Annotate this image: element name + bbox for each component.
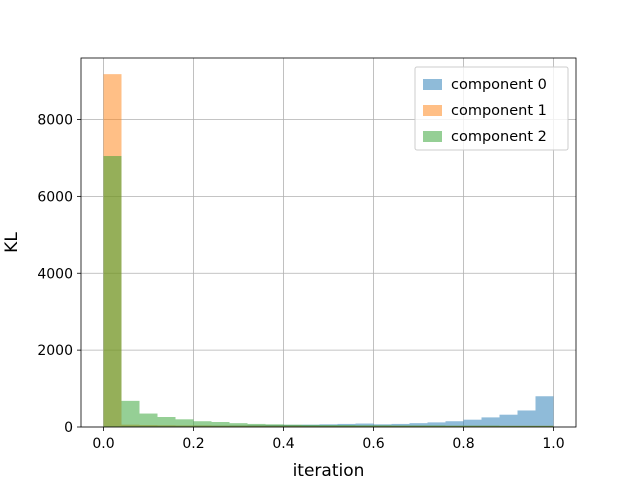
bar — [517, 425, 536, 427]
bar — [139, 413, 158, 427]
bar — [337, 425, 356, 427]
x-tick-label: 0.4 — [272, 436, 294, 452]
bar — [535, 396, 554, 427]
bar — [499, 425, 518, 427]
bars — [103, 74, 554, 428]
y-tick-label: 4000 — [37, 266, 73, 282]
x-tick-label: 0.2 — [182, 436, 204, 452]
bar — [409, 425, 428, 427]
bar — [319, 425, 338, 427]
bar — [391, 425, 410, 427]
bar — [175, 419, 194, 427]
series-2 — [103, 156, 554, 427]
bar — [211, 422, 230, 427]
bar — [481, 425, 500, 427]
legend-entry: component 1 — [451, 103, 547, 119]
bar — [373, 425, 392, 427]
bar — [481, 417, 500, 427]
bar — [517, 410, 536, 427]
bar — [463, 419, 482, 427]
bar — [193, 421, 212, 427]
y-tick-label: 0 — [64, 420, 73, 436]
y-tick-label: 2000 — [37, 343, 73, 359]
legend-swatch — [423, 105, 442, 116]
bar — [427, 422, 446, 427]
bar — [409, 423, 428, 427]
x-axis-ticks: 0.0 0.2 0.4 0.6 0.8 1.0 — [92, 427, 565, 452]
bar — [265, 424, 284, 427]
y-tick-label: 8000 — [37, 113, 73, 129]
x-tick-label: 0.0 — [92, 436, 114, 452]
x-tick-label: 1.0 — [542, 436, 564, 452]
bar — [283, 424, 302, 427]
legend-swatch — [423, 131, 442, 142]
bar — [427, 425, 446, 427]
bar — [445, 421, 464, 427]
bar — [121, 400, 140, 427]
legend-entry: component 2 — [451, 129, 547, 145]
bar — [445, 425, 464, 427]
legend-entry: component 0 — [451, 77, 547, 93]
legend-frame — [414, 66, 569, 151]
bar — [535, 425, 554, 427]
y-axis-label: KL — [2, 232, 22, 253]
bar — [355, 425, 374, 427]
plot-frame — [80, 57, 577, 428]
bar — [247, 423, 266, 427]
legend-swatch — [423, 79, 442, 90]
legend: component 0 component 1 component 2 — [414, 66, 569, 151]
bar — [463, 425, 482, 427]
y-axis-ticks: 0 2000 4000 6000 8000 — [37, 113, 81, 436]
y-tick-label: 6000 — [37, 189, 73, 205]
x-tick-label: 0.8 — [452, 436, 474, 452]
bar — [103, 156, 122, 427]
bar — [229, 423, 248, 427]
bar — [499, 414, 518, 427]
bar — [301, 424, 320, 427]
bar — [157, 417, 176, 427]
x-tick-label: 0.6 — [362, 436, 384, 452]
x-axis-label: iteration — [293, 461, 365, 480]
